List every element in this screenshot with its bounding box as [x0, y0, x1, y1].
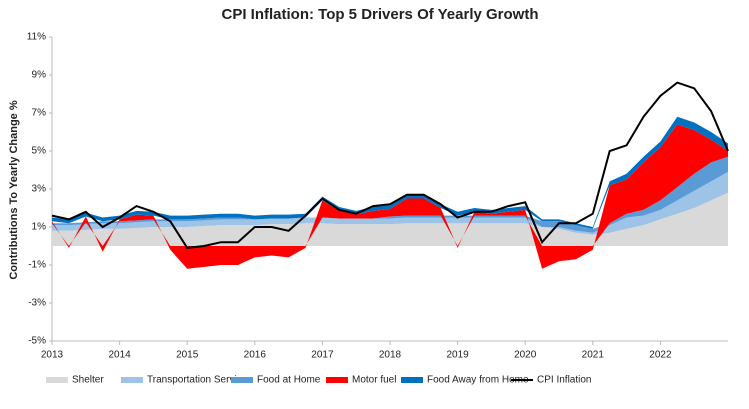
area — [52, 156, 728, 233]
y-tick-label: -5% — [28, 336, 46, 347]
legend-label: Motor fuel — [352, 375, 396, 386]
legend-label: CPI Inflation — [537, 375, 591, 386]
y-axis-title: Contributions To Yearly Change % — [8, 100, 20, 280]
legend-swatch — [46, 377, 68, 383]
y-tick-label: 3% — [32, 184, 47, 195]
y-tick-label: 1% — [32, 222, 47, 233]
x-tick-label: 2020 — [514, 350, 537, 361]
area — [52, 171, 728, 235]
legend-swatch — [121, 377, 143, 383]
x-tick-label: 2017 — [311, 350, 334, 361]
x-tick-label: 2022 — [649, 350, 672, 361]
y-tick-label: 5% — [32, 146, 47, 157]
x-tick-label: 2013 — [41, 350, 64, 361]
x-tick-label: 2016 — [244, 350, 267, 361]
y-tick-label: 9% — [32, 70, 47, 81]
x-tick-label: 2015 — [176, 350, 199, 361]
legend-swatch — [326, 377, 348, 383]
x-tick-label: 2019 — [446, 350, 469, 361]
y-tick-label: -3% — [28, 298, 46, 309]
legend-label: Food Away from Home — [427, 375, 529, 386]
x-tick-label: 2014 — [108, 350, 131, 361]
line — [51, 81, 729, 249]
y-tick-label: 7% — [32, 108, 47, 119]
legend-swatch — [231, 377, 253, 383]
legend-swatch — [401, 377, 423, 383]
legend-label: Transportation Services — [147, 375, 252, 386]
legend-label: Shelter — [72, 375, 104, 386]
chart-title: CPI Inflation: Top 5 Drivers Of Yearly G… — [221, 6, 538, 23]
area — [52, 192, 728, 246]
y-tick-label: 11% — [27, 32, 46, 43]
legend-label: Food at Home — [257, 375, 321, 386]
x-tick-label: 2021 — [582, 350, 605, 361]
y-tick-label: -1% — [28, 260, 46, 271]
x-tick-label: 2018 — [379, 350, 402, 361]
